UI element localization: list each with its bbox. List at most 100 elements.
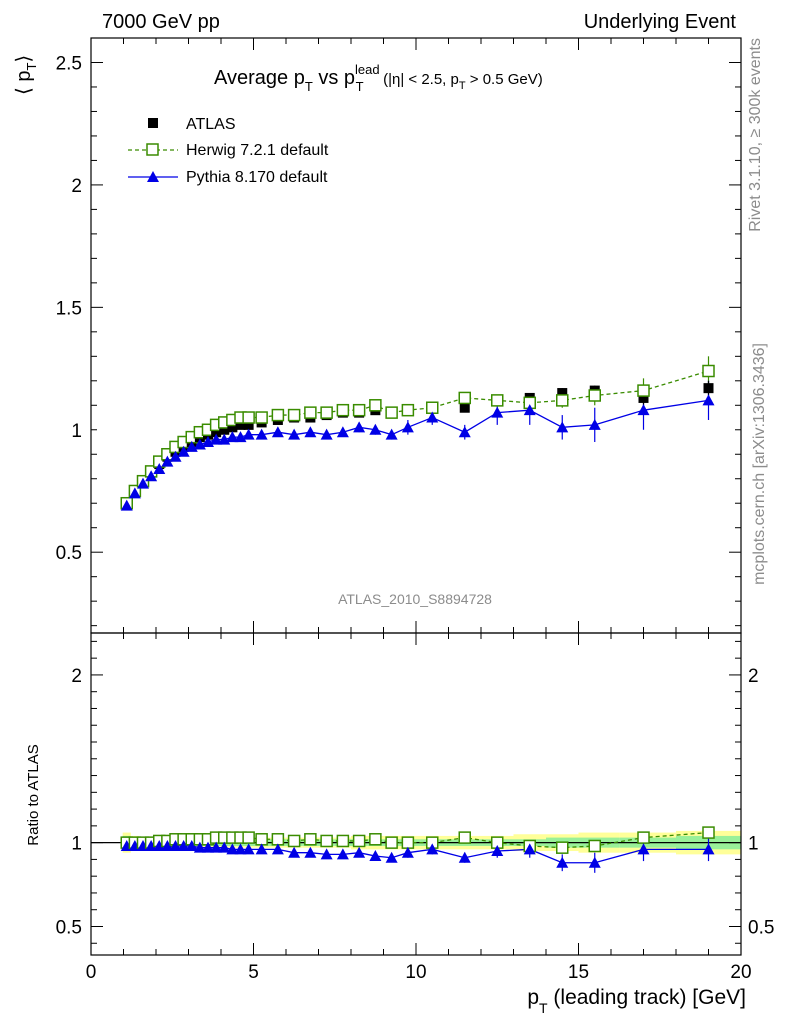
xlabel-sub: T [539, 1000, 548, 1016]
pythia-ratio-point [556, 856, 569, 868]
plot-title: Average pT vs plead T (|η| < 2.5, pT > 0.… [214, 62, 543, 94]
pythia-ratio-point [369, 850, 382, 862]
herwig-main-point [336, 403, 350, 417]
main-y-tick-label: 2 [71, 176, 82, 197]
pythia-ratio-point [193, 841, 206, 853]
atlas-main-point [703, 383, 714, 394]
herwig-ratio-point [336, 834, 350, 848]
ratio-y-tick-label-right: 1 [748, 834, 759, 855]
main-y-tick-label: 1.5 [56, 298, 82, 319]
pythia-ratio-point [320, 848, 333, 860]
herwig-main-point [242, 411, 255, 424]
atlas-main-point [459, 402, 470, 413]
herwig-main-point [369, 399, 382, 412]
pythia-ratio-point [385, 851, 398, 863]
x-tick-label: 15 [568, 962, 589, 983]
main-y-tick-label: 2.5 [56, 53, 82, 74]
legend-label-pythia: Pythia 8.170 default [186, 169, 328, 186]
pythia-main-point [523, 404, 536, 416]
ratio-y-tick-label-right: 0.5 [748, 917, 774, 938]
x-tick-label: 20 [730, 962, 751, 983]
herwig-ratio-point [271, 833, 285, 846]
herwig-ratio-point [588, 839, 601, 853]
pythia-main-point [153, 462, 166, 474]
pythia-main-point [385, 428, 398, 440]
herwig-ratio-point [369, 833, 382, 846]
legend-label-atlas: ATLAS [186, 116, 236, 133]
pythia-ratio-point [588, 856, 601, 868]
pythia-ratio-point [702, 843, 715, 855]
mcplots-label: mcplots.cern.ch [arXiv:1306.3436] [751, 343, 768, 585]
pythia-main-point [588, 418, 601, 430]
ratio-y-tick-label: 2 [71, 666, 82, 687]
herwig-ratio-point [287, 834, 301, 848]
herwig-main-point [271, 408, 285, 422]
herwig-main-point [556, 394, 569, 407]
ratio-panel-frame [90, 632, 742, 956]
pythia-main-point [210, 433, 223, 445]
herwig-ratio-point [255, 833, 268, 846]
pythia-ratio-point [242, 843, 255, 855]
pythia-ratio-point [234, 843, 247, 855]
pythia-ratio-point [226, 843, 239, 855]
pythia-main-point [145, 470, 158, 482]
legend: ATLAS Herwig 7.2.1 default Pythia 8.170 … [128, 116, 329, 186]
herwig-main-point [385, 406, 398, 419]
title-prefix: Average p [214, 67, 305, 89]
title-cut-sub: T [459, 80, 466, 92]
x-tick-label: 0 [86, 962, 97, 983]
ylabel-main-sub: T [24, 63, 39, 71]
pythia-ratio-point [169, 839, 182, 851]
pythia-ratio-point [202, 841, 214, 853]
legend-marker-atlas [148, 118, 158, 128]
pythia-ratio-point [401, 846, 414, 858]
xlabel: pT (leading track) [GeV] [527, 986, 746, 1016]
pythia-main-point [304, 426, 317, 438]
herwig-ratio-point [352, 834, 366, 848]
pythia-main-point [242, 428, 255, 440]
pythia-main-point [255, 428, 268, 440]
atlas-main-point [211, 427, 222, 438]
herwig-ratio-point [304, 833, 317, 846]
pythia-main-point [271, 426, 284, 438]
pythia-ratio-point [255, 843, 268, 855]
pythia-ratio-point [288, 846, 301, 858]
main-y-tick-label: 0.5 [56, 543, 82, 564]
herwig-main-point [352, 403, 366, 417]
pythia-main-point [702, 394, 715, 406]
herwig-main-point [637, 384, 650, 397]
analysis-watermark: ATLAS_2010_S8894728 [338, 591, 492, 607]
pythia-ratio-point [271, 843, 284, 855]
xlabel-p: p [527, 986, 539, 1009]
herwig-ratio-point [458, 831, 471, 844]
herwig-main-point [588, 389, 601, 402]
ylabel-main-close: ⟩ [13, 55, 35, 63]
x-tick-label: 10 [405, 962, 426, 983]
pythia-ratio-point [177, 839, 190, 851]
rivet-label: Rivet 3.1.10, ≥ 300k events [747, 38, 764, 232]
pythia-main-point [177, 445, 190, 457]
title-sub1: T [305, 79, 313, 94]
pythia-ratio-point [153, 839, 166, 851]
atlas-main-point [557, 388, 568, 399]
ylabel-main: ⟨ pT⟩ [13, 55, 39, 95]
herwig-main-line [126, 370, 709, 504]
header-left: 7000 GeV pp [102, 11, 220, 33]
pythia-ratio-point [353, 846, 366, 858]
herwig-main-point [458, 391, 471, 405]
herwig-main-point [491, 394, 504, 407]
herwig-ratio-point [556, 841, 569, 854]
pythia-main-point [137, 477, 149, 489]
main-y-tick-label: 1 [71, 421, 82, 442]
pythia-ratio-point [491, 845, 504, 857]
atlas-main-point [227, 422, 238, 433]
pythia-ratio-point [304, 846, 317, 858]
pythia-main-point [320, 428, 333, 440]
pythia-ratio-point [185, 839, 198, 851]
herwig-main-point [702, 364, 715, 378]
herwig-ratio-point [702, 826, 715, 839]
series-layer [120, 356, 715, 873]
herwig-ratio-point [320, 834, 333, 848]
herwig-main-point [255, 411, 268, 424]
